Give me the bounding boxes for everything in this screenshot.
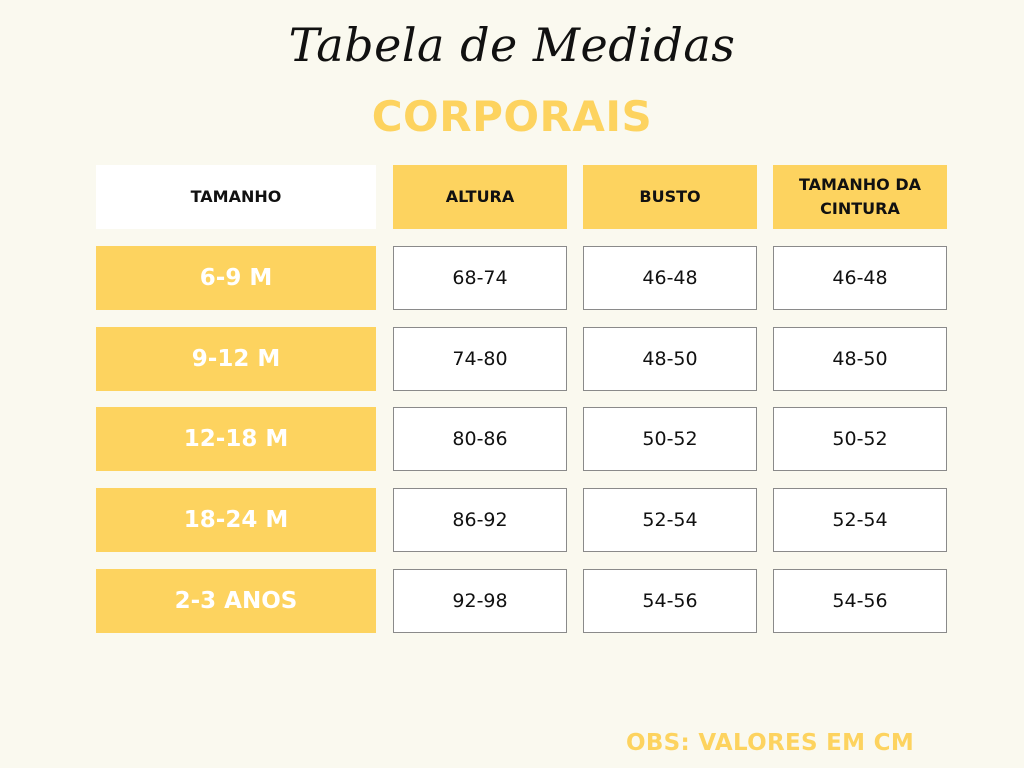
bust-cell: 50-52	[583, 407, 757, 471]
units-note: OBS: VALORES EM CM	[626, 730, 915, 756]
bust-cell: 46-48	[583, 246, 757, 310]
bust-cell: 48-50	[583, 327, 757, 391]
size-cell: 18-24 M	[96, 488, 376, 552]
waist-cell: 50-52	[773, 407, 947, 471]
page-subtitle: CORPORAIS	[371, 92, 653, 141]
size-cell: 2-3 ANOS	[96, 569, 376, 633]
height-cell: 86-92	[393, 488, 567, 552]
waist-cell: 54-56	[773, 569, 947, 633]
header-height: ALTURA	[393, 165, 567, 229]
height-cell: 92-98	[393, 569, 567, 633]
header-waist: TAMANHO DA CINTURA	[773, 165, 947, 229]
size-cell: 6-9 M	[96, 246, 376, 310]
header-bust: BUSTO	[583, 165, 757, 229]
height-cell: 80-86	[393, 407, 567, 471]
waist-cell: 46-48	[773, 246, 947, 310]
height-cell: 68-74	[393, 246, 567, 310]
page-title: Tabela de Medidas	[288, 18, 736, 72]
height-cell: 74-80	[393, 327, 567, 391]
size-cell: 12-18 M	[96, 407, 376, 471]
waist-cell: 52-54	[773, 488, 947, 552]
header-size: TAMANHO	[96, 165, 376, 229]
bust-cell: 54-56	[583, 569, 757, 633]
bust-cell: 52-54	[583, 488, 757, 552]
waist-cell: 48-50	[773, 327, 947, 391]
size-cell: 9-12 M	[96, 327, 376, 391]
